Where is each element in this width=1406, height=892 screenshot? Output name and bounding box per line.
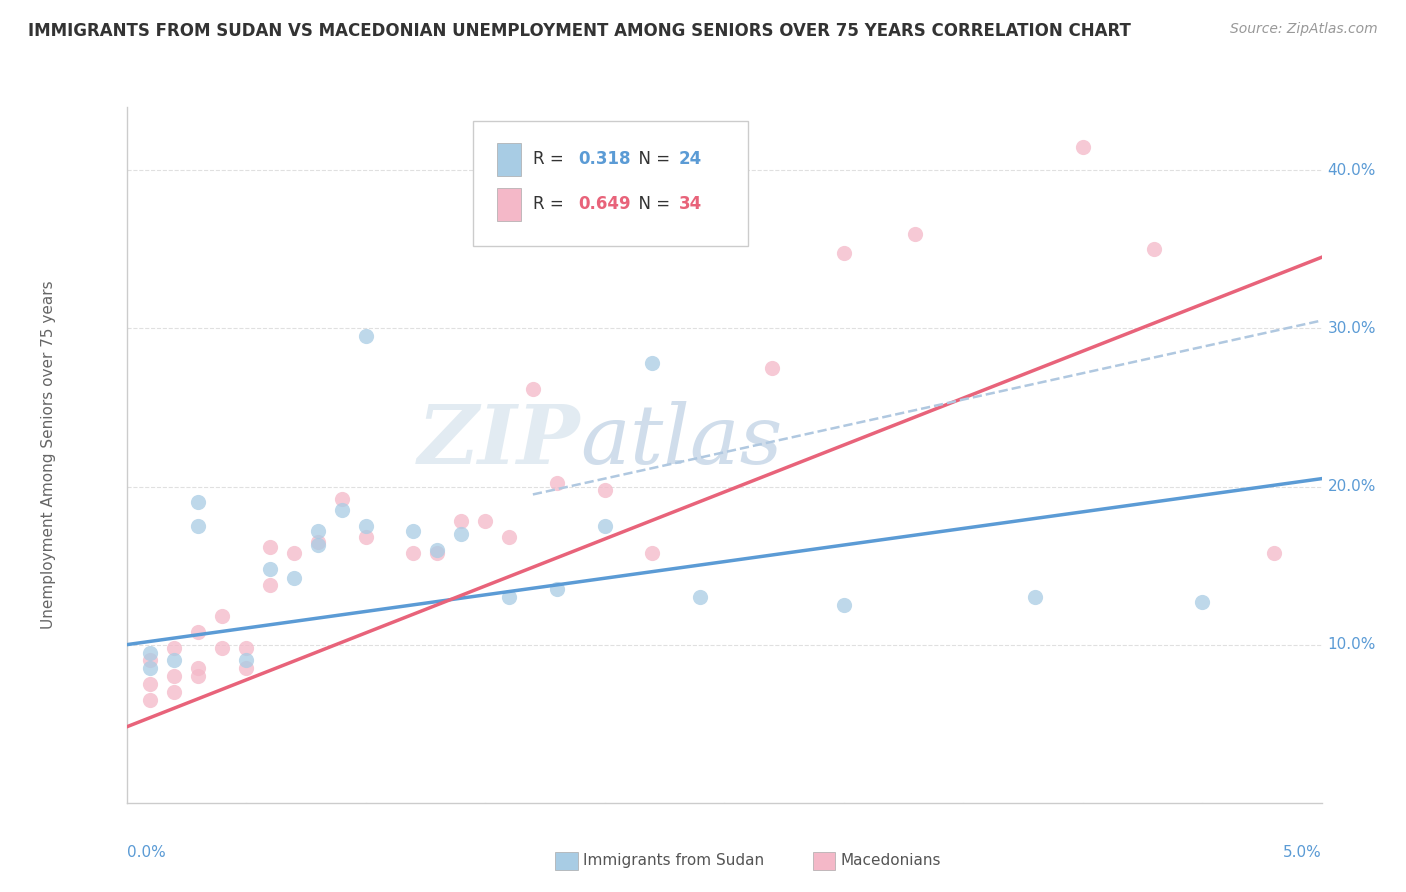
Point (1071, 139, 1094, 153)
Text: Macedonians: Macedonians (841, 854, 941, 868)
Point (307, 538, 329, 552)
Point (354, 519, 377, 533)
Point (522, 382, 544, 396)
Point (330, 503, 353, 517)
Point (235, 640, 257, 655)
Point (354, 329, 377, 343)
Point (498, 530, 520, 544)
Point (211, 640, 233, 655)
Point (426, 546, 449, 560)
Point (211, 609, 233, 624)
Point (689, 591, 711, 605)
Point (761, 360, 783, 375)
Point (498, 591, 520, 605)
Point (450, 514, 472, 528)
Text: N =: N = (628, 150, 676, 169)
Point (1263, 546, 1285, 560)
Point (139, 661, 162, 675)
Point (426, 542, 449, 557)
Text: 20.0%: 20.0% (1327, 479, 1376, 494)
Point (593, 519, 616, 533)
Point (163, 640, 186, 655)
FancyBboxPatch shape (472, 121, 748, 246)
Text: R =: R = (533, 195, 569, 213)
Point (283, 546, 305, 560)
Point (259, 577, 281, 591)
Text: atlas: atlas (581, 401, 783, 481)
Text: 24: 24 (679, 150, 702, 169)
Text: 0.0%: 0.0% (127, 845, 166, 860)
Point (283, 571, 305, 585)
Point (187, 625, 209, 640)
Point (546, 476, 568, 491)
Point (163, 685, 186, 699)
Point (235, 653, 257, 667)
Text: Source: ZipAtlas.com: Source: ZipAtlas.com (1230, 22, 1378, 37)
Point (832, 598, 855, 612)
Point (187, 519, 209, 533)
Text: 40.0%: 40.0% (1327, 163, 1376, 178)
Text: ZIP: ZIP (418, 401, 581, 481)
Text: 34: 34 (679, 195, 702, 213)
Point (163, 653, 186, 667)
Point (139, 677, 162, 691)
Point (402, 524, 425, 538)
Point (1024, 591, 1046, 605)
Point (1191, 595, 1213, 609)
Text: 0.649: 0.649 (578, 195, 631, 213)
Text: Unemployment Among Seniors over 75 years: Unemployment Among Seniors over 75 years (41, 281, 56, 629)
Text: IMMIGRANTS FROM SUDAN VS MACEDONIAN UNEMPLOYMENT AMONG SENIORS OVER 75 YEARS COR: IMMIGRANTS FROM SUDAN VS MACEDONIAN UNEM… (28, 22, 1130, 40)
Point (546, 582, 568, 597)
Point (641, 356, 664, 370)
Text: 30.0%: 30.0% (1327, 321, 1376, 336)
FancyBboxPatch shape (498, 143, 520, 176)
Point (307, 524, 329, 538)
Text: 10.0%: 10.0% (1327, 637, 1376, 652)
Point (235, 661, 257, 675)
Point (832, 245, 855, 260)
Point (139, 693, 162, 707)
Point (593, 483, 616, 497)
Point (402, 546, 425, 560)
Point (1143, 243, 1166, 257)
Point (450, 527, 472, 541)
Point (330, 492, 353, 507)
Point (187, 495, 209, 509)
Text: N =: N = (628, 195, 676, 213)
Text: 0.318: 0.318 (578, 150, 631, 169)
Point (259, 562, 281, 576)
Point (904, 227, 927, 241)
Point (474, 514, 496, 528)
FancyBboxPatch shape (498, 187, 520, 221)
Point (354, 530, 377, 544)
Point (259, 540, 281, 554)
Point (641, 546, 664, 560)
Point (187, 669, 209, 683)
Point (163, 669, 186, 683)
Point (187, 661, 209, 675)
Point (139, 653, 162, 667)
Text: R =: R = (533, 150, 569, 169)
Text: 5.0%: 5.0% (1282, 845, 1322, 860)
Point (307, 534, 329, 549)
Point (139, 646, 162, 660)
Text: Immigrants from Sudan: Immigrants from Sudan (583, 854, 765, 868)
